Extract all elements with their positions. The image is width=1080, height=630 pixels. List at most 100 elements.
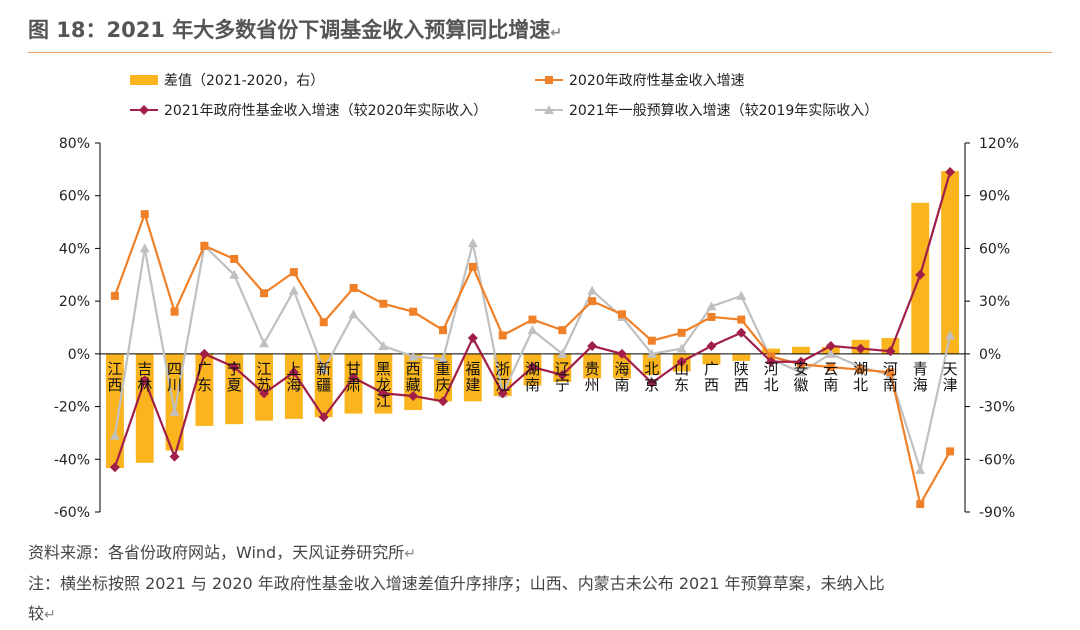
gov-fund-2020-point-17	[617, 310, 626, 319]
figure-footer: 资料来源：各省份政府网站，Wind，天风证券研究所↵ 注：横坐标按照 2021 …	[28, 538, 1048, 630]
category-label-8: 甘肃	[346, 360, 361, 394]
bar-diff-17	[613, 353, 631, 379]
gov-fund-2020-point-14	[528, 315, 537, 324]
legend-item: 2021年一般预算收入增速（较2019年实际收入）	[535, 103, 878, 119]
general-2021-point-21	[736, 290, 747, 300]
bar-diff-2	[165, 353, 184, 451]
category-label-9: 黑龙江	[376, 360, 391, 410]
gov-fund-2021-point-6	[288, 367, 299, 378]
general-2021-point-11	[438, 354, 449, 364]
category-label-27: 青海	[913, 360, 928, 394]
general-2021-point-19	[676, 343, 687, 353]
y-left-tick-label: 40%	[59, 241, 90, 257]
gov-fund-2021-point-10	[408, 391, 419, 402]
general-2021-point-15	[557, 348, 568, 358]
gov-fund-2021-point-16	[587, 340, 598, 351]
category-label-12: 福建	[465, 360, 480, 394]
gov-fund-2020-point-6	[289, 268, 298, 277]
gov-fund-2021-point-2	[169, 451, 180, 462]
gov-fund-2021-point-1	[139, 375, 150, 386]
general-2021-point-4	[229, 269, 240, 279]
y-right-tick-label: -90%	[979, 505, 1015, 521]
general-2021-point-28	[945, 330, 956, 340]
source-text: 资料来源：各省份政府网站，Wind，天风证券研究所↵	[28, 543, 416, 562]
legend-label: 差值（2021-2020，右）	[164, 73, 324, 89]
bar-diff-18	[642, 353, 661, 375]
category-label-14: 湖南	[525, 360, 540, 394]
figure-title: 图 18：2021 年大多数省份下调基金收入预算同比增速↵	[28, 18, 563, 42]
gov-fund-2021-point-25	[855, 343, 866, 354]
gov-fund-2021-point-19	[676, 356, 687, 367]
y-right-tick-label: -60%	[979, 452, 1015, 468]
note-text-continued: 较↵	[28, 604, 56, 623]
bar-diff-22	[762, 348, 781, 354]
y-left-tick-label: -20%	[54, 400, 90, 416]
gov-fund-2020-point-5	[260, 289, 269, 298]
gov-fund-2021-point-11	[438, 396, 449, 407]
category-label-3: 广东	[197, 360, 212, 394]
general-2021-point-24	[825, 348, 836, 358]
general-2021-point-10	[408, 351, 419, 361]
general-2021-point-20	[706, 301, 717, 311]
category-label-23: 安徽	[793, 360, 808, 394]
gov-fund-2021-point-20	[706, 340, 717, 351]
category-label-7: 新疆	[316, 360, 331, 394]
general-2021-point-5	[259, 338, 270, 348]
gov-fund-2021-point-26	[885, 346, 896, 357]
gov-fund-2021-point-22	[766, 356, 777, 367]
y-right-tick-label: 60%	[979, 241, 1010, 257]
legend-marker	[545, 76, 553, 84]
category-label-11: 重庆	[436, 360, 451, 394]
category-label-0: 江西	[107, 360, 122, 394]
legend-item: 2021年政府性基金收入增速（较2020年实际收入）	[130, 102, 487, 119]
gov-fund-2021-point-17	[616, 348, 627, 359]
general-2021-point-16	[587, 285, 598, 295]
y-right-tick-label: 90%	[979, 189, 1010, 205]
bar-diff-12	[463, 353, 482, 402]
legend-item: 2020年政府性基金收入增速	[535, 72, 745, 89]
general-2021-point-9	[378, 340, 389, 350]
category-label-26: 河南	[883, 360, 898, 394]
category-label-1: 吉林	[137, 360, 152, 394]
general-2021-point-1	[139, 243, 150, 253]
gov-fund-2020-point-0	[110, 291, 119, 300]
category-label-4: 宁夏	[227, 360, 242, 394]
bar-diff-8	[344, 353, 363, 414]
legend-label: 2021年政府性基金收入增速（较2020年实际收入）	[164, 102, 487, 119]
gov-fund-2021-point-8	[348, 372, 359, 383]
gov-fund-2020-point-24	[826, 363, 835, 372]
bar-diff-23	[792, 346, 810, 354]
gov-fund-2020-point-4	[230, 254, 239, 263]
y-left-tick-label: -40%	[54, 452, 90, 468]
gov-fund-2021-point-27	[915, 269, 926, 280]
legend-label: 2020年政府性基金收入增速	[569, 72, 745, 89]
bar-diff-7	[314, 353, 333, 418]
gov-fund-2021-point-21	[736, 327, 747, 338]
gov-fund-2021-point-3	[199, 348, 210, 359]
bar-diff-5	[255, 353, 273, 421]
category-label-25: 湖北	[853, 360, 868, 394]
chart-canvas: 差值（2021-2020，右） 2020年政府性基金收入增速 2021年政府性基金收…	[54, 72, 1019, 521]
bar-diff-16	[583, 353, 602, 379]
category-label-6: 上海	[286, 360, 301, 394]
gov-fund-2020-point-25	[856, 365, 865, 374]
category-label-10: 西藏	[406, 360, 421, 394]
legend-label: 2021年一般预算收入增速（较2019年实际收入）	[569, 103, 878, 119]
y-right-tick-label: 120%	[979, 136, 1019, 152]
category-label-2: 四川	[167, 360, 182, 394]
gov-fund-2021-point-9	[378, 388, 389, 399]
category-label-21: 陕西	[734, 360, 749, 394]
gov-fund-2020-point-12	[468, 262, 477, 271]
y-left-tick-label: 0%	[68, 347, 90, 363]
y-left-tick-label: -60%	[54, 505, 90, 521]
y-left-tick-label: 80%	[59, 136, 90, 152]
gov-fund-2020-point-20	[707, 312, 716, 321]
category-label-28: 天津	[943, 360, 958, 394]
bar-diff-9	[374, 353, 393, 414]
chart-legend: 差值（2021-2020，右） 2020年政府性基金收入增速 2021年政府性基金收…	[130, 72, 878, 119]
y-left-tick-label: 20%	[59, 294, 90, 310]
general-2021-point-18	[646, 348, 657, 358]
gov-fund-2020-point-16	[588, 297, 597, 306]
general-2021-point-8	[348, 309, 359, 319]
y-right-tick-label: -30%	[979, 400, 1015, 416]
